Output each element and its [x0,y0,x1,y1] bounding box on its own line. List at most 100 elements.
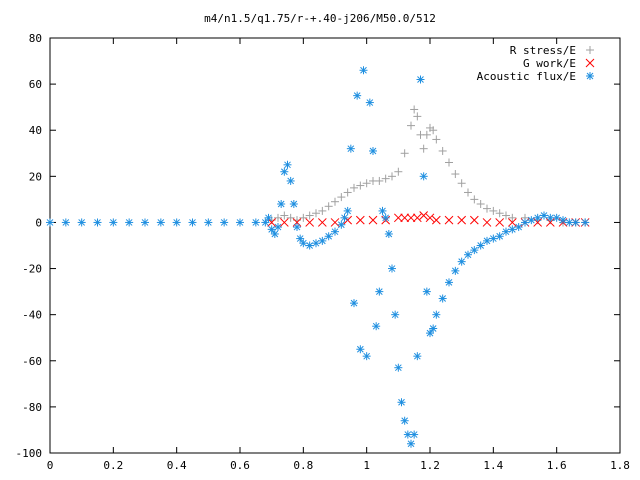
data-point [204,218,213,227]
data-point [388,264,396,273]
data-point [407,121,415,130]
data-point [451,266,460,275]
series-acoustic-flux-e [46,66,590,448]
y-tick-label: -60 [22,355,42,368]
plot-frame [49,37,621,454]
y-tick-label: -40 [22,309,42,322]
data-point [482,218,492,227]
series-r-stress-e [267,105,590,227]
data-point [464,250,472,259]
data-point [470,195,479,204]
y-tick-label: -100 [16,447,43,460]
data-point [559,216,567,225]
data-point [324,202,333,211]
legend-label: G work/E [523,57,576,70]
data-point [457,257,466,266]
data-point [527,216,536,225]
data-point [236,218,244,227]
data-point [343,188,352,197]
data-point [355,215,365,225]
data-point [406,213,416,223]
data-point [350,183,358,192]
legend-item: Acoustic flux/E [477,70,594,83]
data-point [331,227,339,236]
legend-item: G work/E [523,57,595,70]
x-tick-label: 0 [47,459,54,472]
data-point [305,218,315,227]
y-tick-label: -80 [22,401,42,414]
data-point [312,239,320,248]
data-point [394,167,403,176]
data-point [533,213,542,222]
data-point [381,174,390,183]
legend-label: R stress/E [510,44,576,57]
data-point [356,345,365,354]
data-point [292,218,302,227]
data-point [270,229,279,238]
data-point [445,158,453,167]
data-point [267,225,276,234]
data-point [293,223,301,232]
y-tick-label: 0 [35,216,42,229]
y-tick-label: 60 [29,78,42,91]
data-point [353,91,362,100]
data-point [388,172,396,181]
data-point [305,211,314,220]
data-point [438,146,447,155]
data-point [299,239,308,248]
data-point [391,310,400,319]
data-point [378,206,387,215]
data-point [552,213,561,222]
data-point [274,213,282,222]
data-point [369,146,377,155]
data-point [508,225,517,234]
data-point [318,236,327,245]
data-point [362,179,371,188]
data-point [476,241,485,250]
data-point [337,220,346,229]
data-point [324,232,333,241]
data-point [299,213,308,222]
data-point [476,200,485,208]
data-point [251,218,260,227]
x-tick-label: 1.4 [483,459,503,472]
data-point [77,218,86,227]
data-point [495,232,504,241]
data-point [445,278,453,287]
data-point [156,218,165,227]
data-point [362,352,371,361]
data-point [125,218,134,227]
data-point [274,223,282,232]
data-point [375,287,384,296]
data-point [432,310,441,319]
y-tick-label: 40 [29,124,42,137]
marks-layer [46,66,590,448]
data-point [317,218,327,227]
data-point [296,234,305,243]
data-point [425,213,435,223]
data-point [457,179,466,188]
data-point [407,439,415,448]
data-point [220,218,229,227]
data-point [457,215,467,225]
data-point [46,218,54,227]
data-point [93,218,102,227]
data-point [429,324,438,333]
data-point [368,215,378,225]
data-point [514,223,523,232]
data-point [365,98,374,107]
data-point [432,135,441,144]
data-point [410,430,419,439]
data-point [540,211,548,220]
data-point [280,211,289,220]
data-point [289,200,298,208]
data-point [337,193,346,202]
data-point [507,218,517,227]
data-point [502,227,510,236]
x-tick-label: 1 [363,459,370,472]
data-point [400,149,409,158]
data-point [419,211,429,220]
data-point [431,215,441,225]
